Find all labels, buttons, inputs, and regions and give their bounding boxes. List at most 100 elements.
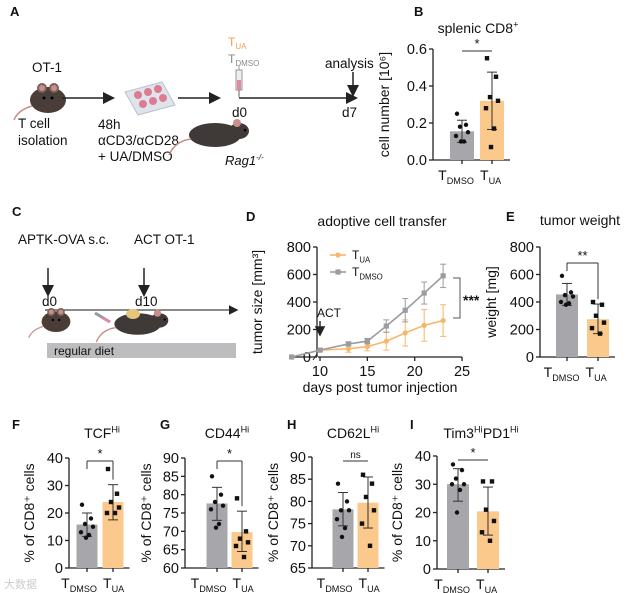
panel-label-g: G	[160, 417, 170, 432]
y-tick-label: 65	[290, 561, 306, 577]
culture-plate-icon	[124, 81, 176, 116]
data-point	[112, 510, 118, 516]
data-point	[421, 290, 427, 296]
significance-marker: **	[577, 248, 587, 263]
y-tick-label: 70	[163, 524, 179, 540]
data-point	[601, 320, 607, 325]
data-point	[495, 98, 501, 103]
diet-bar	[47, 343, 236, 358]
chart-panel-h: CD62LHi % of CD8⁺ cells657075808590TDMSO…	[265, 424, 385, 593]
d10-label: d10	[135, 294, 158, 309]
diet-label: regular diet	[54, 344, 115, 358]
series-line	[291, 275, 444, 358]
data-point	[402, 307, 408, 313]
title-text: TCF	[84, 425, 111, 441]
data-point	[421, 322, 427, 328]
data-point	[364, 338, 370, 344]
data-point	[453, 133, 459, 139]
y-tick-label: 0.4	[407, 79, 427, 95]
data-point	[480, 479, 486, 484]
y-tick-label: 80	[290, 494, 306, 510]
data-point	[334, 516, 340, 522]
legend-marker	[335, 252, 341, 258]
data-point	[288, 354, 295, 360]
data-point	[345, 346, 352, 352]
title-text: CD62L	[327, 425, 371, 441]
data-point	[558, 299, 564, 305]
culture-text-2: αCD3/αCD28	[98, 133, 179, 148]
data-point	[241, 554, 247, 560]
x-tick-label-main: T	[434, 576, 443, 592]
y-axis-label: weight [mg]	[483, 266, 499, 339]
title-text: PD1	[483, 425, 510, 441]
x-tick-label-main: T	[359, 575, 368, 591]
data-point	[483, 106, 489, 111]
title-superscript: Hi	[510, 424, 519, 434]
data-point	[344, 499, 350, 504]
chart-title: tumor weight	[540, 212, 620, 228]
title-text: splenic CD8	[438, 20, 514, 36]
y-tick-label: 90	[163, 451, 179, 467]
y-tick-label: 40	[47, 451, 63, 467]
panel-label-f: F	[12, 417, 20, 432]
significance-marker: *	[474, 36, 479, 51]
y-tick-label: 600	[510, 268, 534, 284]
data-point	[383, 338, 389, 344]
bar-dmso	[447, 484, 469, 569]
data-point	[559, 273, 565, 279]
x-tick-label-sub: UA	[485, 585, 499, 593]
y-tick-label: 200	[287, 323, 311, 339]
title-superscript: Hi	[474, 424, 483, 434]
data-point	[493, 74, 499, 79]
x-tick-label-main: T	[61, 575, 70, 591]
title-superscript: Hi	[111, 424, 120, 434]
y-tick-label: 0.6	[407, 42, 427, 58]
data-point	[342, 525, 348, 531]
y-tick-label: 600	[287, 268, 311, 284]
data-point	[245, 540, 251, 545]
x-tick-label-main: T	[480, 167, 489, 183]
culture-text-1: 48h	[98, 117, 121, 132]
data-point	[237, 536, 243, 541]
bar-ua	[102, 502, 124, 568]
chart-title: TCFHi	[84, 424, 120, 441]
y-tick-label: 85	[290, 472, 306, 488]
data-point	[459, 467, 465, 473]
series-dmso	[288, 263, 447, 360]
data-point	[484, 56, 490, 61]
tdmso-label: TDMSO	[228, 52, 259, 68]
charts: splenic CD8+ cell number [10⁶] 0.0 0.2 0.4 0…	[21, 19, 620, 593]
x-tick-label-sub: DMSO	[552, 373, 579, 383]
x-tick-label-sub: UA	[489, 176, 503, 186]
data-point	[589, 325, 595, 331]
data-point	[220, 503, 226, 508]
significance-marker: *	[97, 446, 102, 461]
data-point	[209, 474, 215, 479]
x-tick-label: TDMSO	[191, 575, 227, 593]
culture-text-3: + UA/DMSO	[98, 149, 173, 164]
bar-ua	[357, 502, 379, 568]
data-point	[590, 299, 596, 305]
y-tick-label: 60	[163, 561, 179, 577]
x-tick-label: 10	[312, 364, 328, 380]
data-point	[369, 481, 375, 486]
panel-label-e: E	[506, 209, 515, 224]
chart-title: CD62LHi	[327, 424, 379, 441]
ot1-mouse-icon	[13, 82, 67, 121]
data-point	[335, 481, 341, 486]
data-point	[402, 330, 408, 336]
panel-label-i: I	[410, 417, 414, 432]
data-point	[457, 124, 463, 129]
y-axis-label: % of CD8⁺ cells	[265, 463, 281, 562]
y-tick-label: 75	[290, 517, 306, 533]
title-superscript: Hi	[371, 424, 380, 434]
data-point	[82, 521, 88, 527]
significance-marker: *	[470, 445, 475, 460]
act-label: ACT OT-1	[134, 232, 195, 247]
isolation-text-2: isolation	[18, 133, 68, 148]
data-point	[114, 491, 120, 496]
d0-label: d0	[42, 294, 57, 309]
y-tick-label: 0	[423, 562, 431, 578]
data-point	[453, 476, 459, 481]
x-tick-label-main: T	[103, 575, 112, 591]
